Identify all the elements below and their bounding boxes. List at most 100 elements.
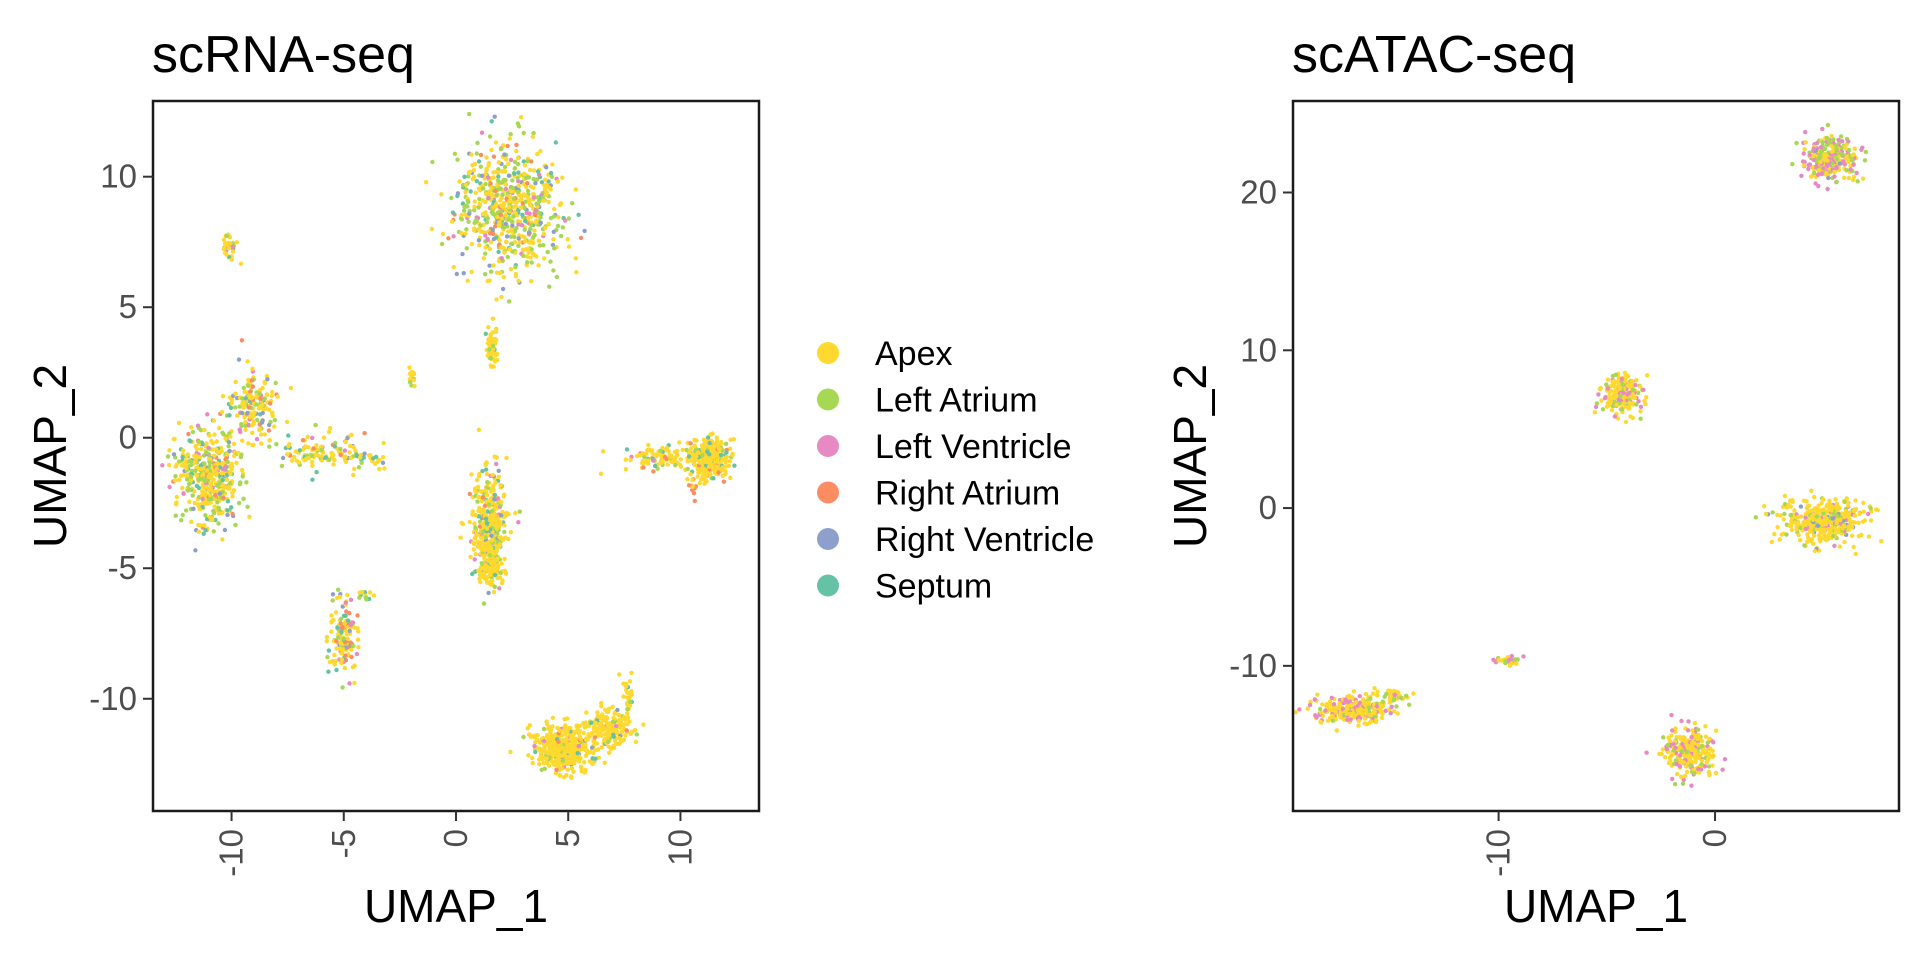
data-point bbox=[1722, 757, 1728, 762]
data-point bbox=[310, 435, 315, 441]
data-point bbox=[1685, 728, 1691, 733]
data-point bbox=[1803, 129, 1808, 135]
data-point bbox=[201, 531, 206, 536]
data-point bbox=[504, 234, 510, 239]
data-point bbox=[1854, 170, 1859, 176]
data-point bbox=[550, 751, 555, 756]
data-point bbox=[272, 417, 277, 423]
data-point bbox=[1789, 527, 1795, 533]
x-tick-label: 0 bbox=[437, 829, 474, 847]
data-point bbox=[1368, 696, 1373, 701]
data-point bbox=[709, 447, 715, 453]
data-point bbox=[1800, 159, 1806, 164]
data-point bbox=[499, 216, 505, 221]
data-point bbox=[358, 455, 363, 460]
legend-swatch bbox=[817, 388, 839, 411]
data-point bbox=[227, 241, 233, 246]
data-point bbox=[1596, 392, 1601, 397]
data-point bbox=[187, 499, 192, 504]
data-point bbox=[1392, 696, 1397, 701]
data-point bbox=[625, 711, 630, 716]
data-point bbox=[345, 636, 350, 641]
data-point bbox=[165, 454, 171, 459]
data-point bbox=[452, 151, 458, 156]
data-point bbox=[544, 182, 549, 188]
data-point bbox=[724, 450, 729, 455]
data-point bbox=[528, 222, 534, 228]
data-point bbox=[211, 418, 217, 423]
data-point bbox=[724, 454, 729, 460]
data-point bbox=[1337, 701, 1342, 706]
data-point bbox=[501, 201, 507, 206]
data-point bbox=[319, 447, 324, 453]
data-point bbox=[200, 492, 205, 497]
scrna-x-ticks: -10 -5 0 5 10 bbox=[213, 811, 698, 877]
data-point bbox=[544, 165, 549, 170]
data-point bbox=[326, 669, 331, 674]
data-point bbox=[502, 556, 507, 562]
data-point bbox=[1335, 705, 1340, 710]
data-point bbox=[497, 180, 503, 185]
data-point bbox=[355, 613, 360, 618]
data-point bbox=[267, 422, 272, 428]
data-point bbox=[641, 722, 646, 727]
data-point bbox=[506, 173, 512, 178]
data-point bbox=[459, 520, 464, 526]
data-point bbox=[504, 455, 509, 461]
data-point bbox=[688, 472, 693, 477]
data-point bbox=[238, 429, 243, 435]
data-point bbox=[503, 178, 508, 183]
data-point bbox=[1786, 502, 1791, 507]
data-point bbox=[483, 233, 488, 238]
data-point bbox=[503, 221, 508, 227]
data-point bbox=[714, 464, 719, 469]
data-point bbox=[1814, 140, 1820, 146]
data-point bbox=[685, 459, 690, 464]
data-point bbox=[474, 477, 480, 483]
data-point bbox=[560, 225, 565, 230]
data-point bbox=[1626, 405, 1632, 410]
data-point bbox=[555, 750, 561, 755]
data-point bbox=[246, 441, 251, 446]
data-point bbox=[482, 503, 488, 509]
data-point bbox=[1819, 171, 1825, 177]
data-point bbox=[1816, 168, 1822, 173]
data-point bbox=[648, 448, 653, 454]
data-point bbox=[522, 205, 527, 211]
data-point bbox=[490, 551, 496, 556]
data-point bbox=[575, 751, 580, 756]
data-point bbox=[250, 384, 256, 389]
data-point bbox=[492, 572, 498, 578]
data-point bbox=[1672, 782, 1678, 787]
data-point bbox=[208, 482, 213, 487]
data-point bbox=[1684, 764, 1689, 769]
data-point bbox=[227, 413, 232, 418]
data-point bbox=[528, 733, 533, 738]
data-point bbox=[234, 240, 239, 245]
data-point bbox=[597, 722, 602, 727]
data-point bbox=[446, 236, 451, 241]
data-point bbox=[533, 181, 538, 186]
data-point bbox=[1700, 743, 1705, 749]
data-point bbox=[458, 216, 464, 221]
data-point bbox=[228, 481, 233, 486]
data-point bbox=[518, 115, 524, 120]
data-point bbox=[497, 186, 503, 191]
data-point bbox=[348, 597, 354, 602]
data-point bbox=[1851, 174, 1857, 179]
legend-swatch bbox=[817, 528, 839, 550]
data-point bbox=[1801, 163, 1807, 168]
data-point bbox=[492, 584, 497, 589]
data-point bbox=[1826, 527, 1831, 532]
data-point bbox=[622, 716, 627, 721]
data-point bbox=[1609, 408, 1615, 413]
data-point bbox=[560, 175, 565, 180]
data-point bbox=[343, 439, 348, 445]
data-point bbox=[565, 742, 570, 747]
data-point bbox=[1857, 511, 1862, 517]
data-point bbox=[1706, 764, 1712, 769]
data-point bbox=[552, 246, 557, 251]
data-point bbox=[571, 769, 576, 774]
data-point bbox=[582, 760, 587, 765]
